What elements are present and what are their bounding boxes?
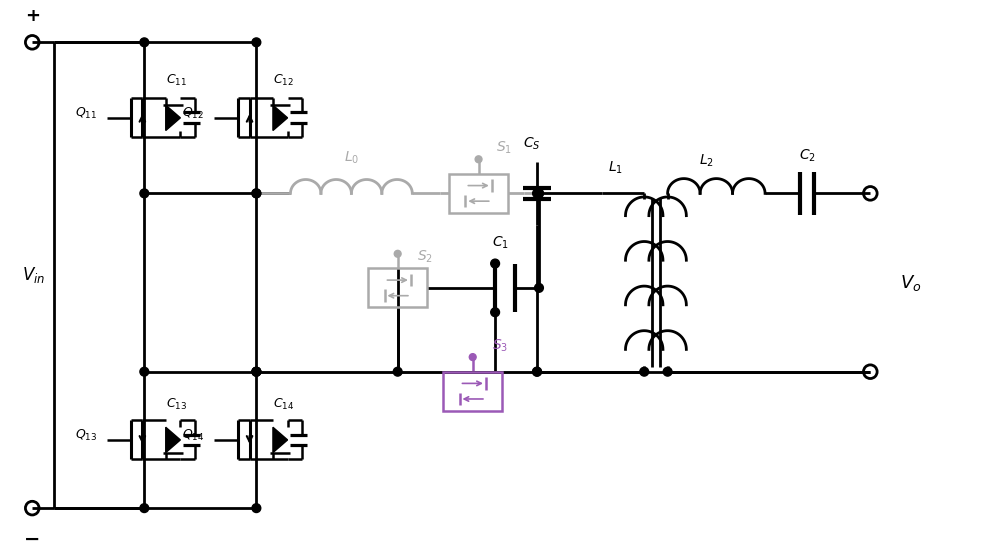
Circle shape [535,189,543,198]
Text: $L_0$: $L_0$ [344,150,359,166]
Bar [449,174,508,213]
Text: $C_2$: $C_2$ [799,148,815,164]
Text: $C_S$: $C_S$ [523,136,541,152]
Text: $Q_{11}$: $Q_{11}$ [75,105,97,120]
Text: $V_{in}$: $V_{in}$ [22,265,46,285]
Circle shape [140,38,149,47]
Text: +: + [25,7,40,25]
Circle shape [140,189,149,198]
Polygon shape [273,427,288,453]
Text: $C_{12}$: $C_{12}$ [273,73,294,88]
Circle shape [252,38,261,47]
Circle shape [533,189,541,198]
Circle shape [252,367,261,376]
Text: $C_{11}$: $C_{11}$ [166,73,187,88]
Circle shape [475,156,482,163]
Circle shape [640,367,649,376]
Circle shape [533,367,541,376]
Circle shape [394,251,401,257]
Text: −: − [24,529,40,549]
Circle shape [393,367,402,376]
Text: $C_1$: $C_1$ [492,235,508,251]
Circle shape [469,354,476,360]
Text: $S_3$: $S_3$ [492,338,508,354]
Bar [443,371,502,411]
Circle shape [140,367,149,376]
Bar [368,268,427,307]
Text: $Q_{14}$: $Q_{14}$ [182,427,204,443]
Text: $S_1$: $S_1$ [496,140,512,156]
Circle shape [491,308,500,317]
Circle shape [252,189,261,198]
Polygon shape [273,105,288,130]
Text: $L_2$: $L_2$ [699,152,714,169]
Text: $Q_{13}$: $Q_{13}$ [75,427,97,443]
Circle shape [140,504,149,512]
Circle shape [491,259,500,268]
Text: $S_2$: $S_2$ [417,248,433,264]
Circle shape [535,284,543,292]
Circle shape [535,189,543,198]
Text: $C_{14}$: $C_{14}$ [273,397,294,412]
Polygon shape [166,427,180,453]
Circle shape [252,367,261,376]
Circle shape [252,504,261,512]
Circle shape [252,189,261,198]
Polygon shape [166,105,180,130]
Text: $V_o$: $V_o$ [900,273,921,293]
Text: $Q_{12}$: $Q_{12}$ [182,105,204,120]
Circle shape [252,367,261,376]
Circle shape [533,367,541,376]
Text: $L_1$: $L_1$ [608,160,622,176]
Circle shape [663,367,672,376]
Text: $C_{13}$: $C_{13}$ [166,397,187,412]
